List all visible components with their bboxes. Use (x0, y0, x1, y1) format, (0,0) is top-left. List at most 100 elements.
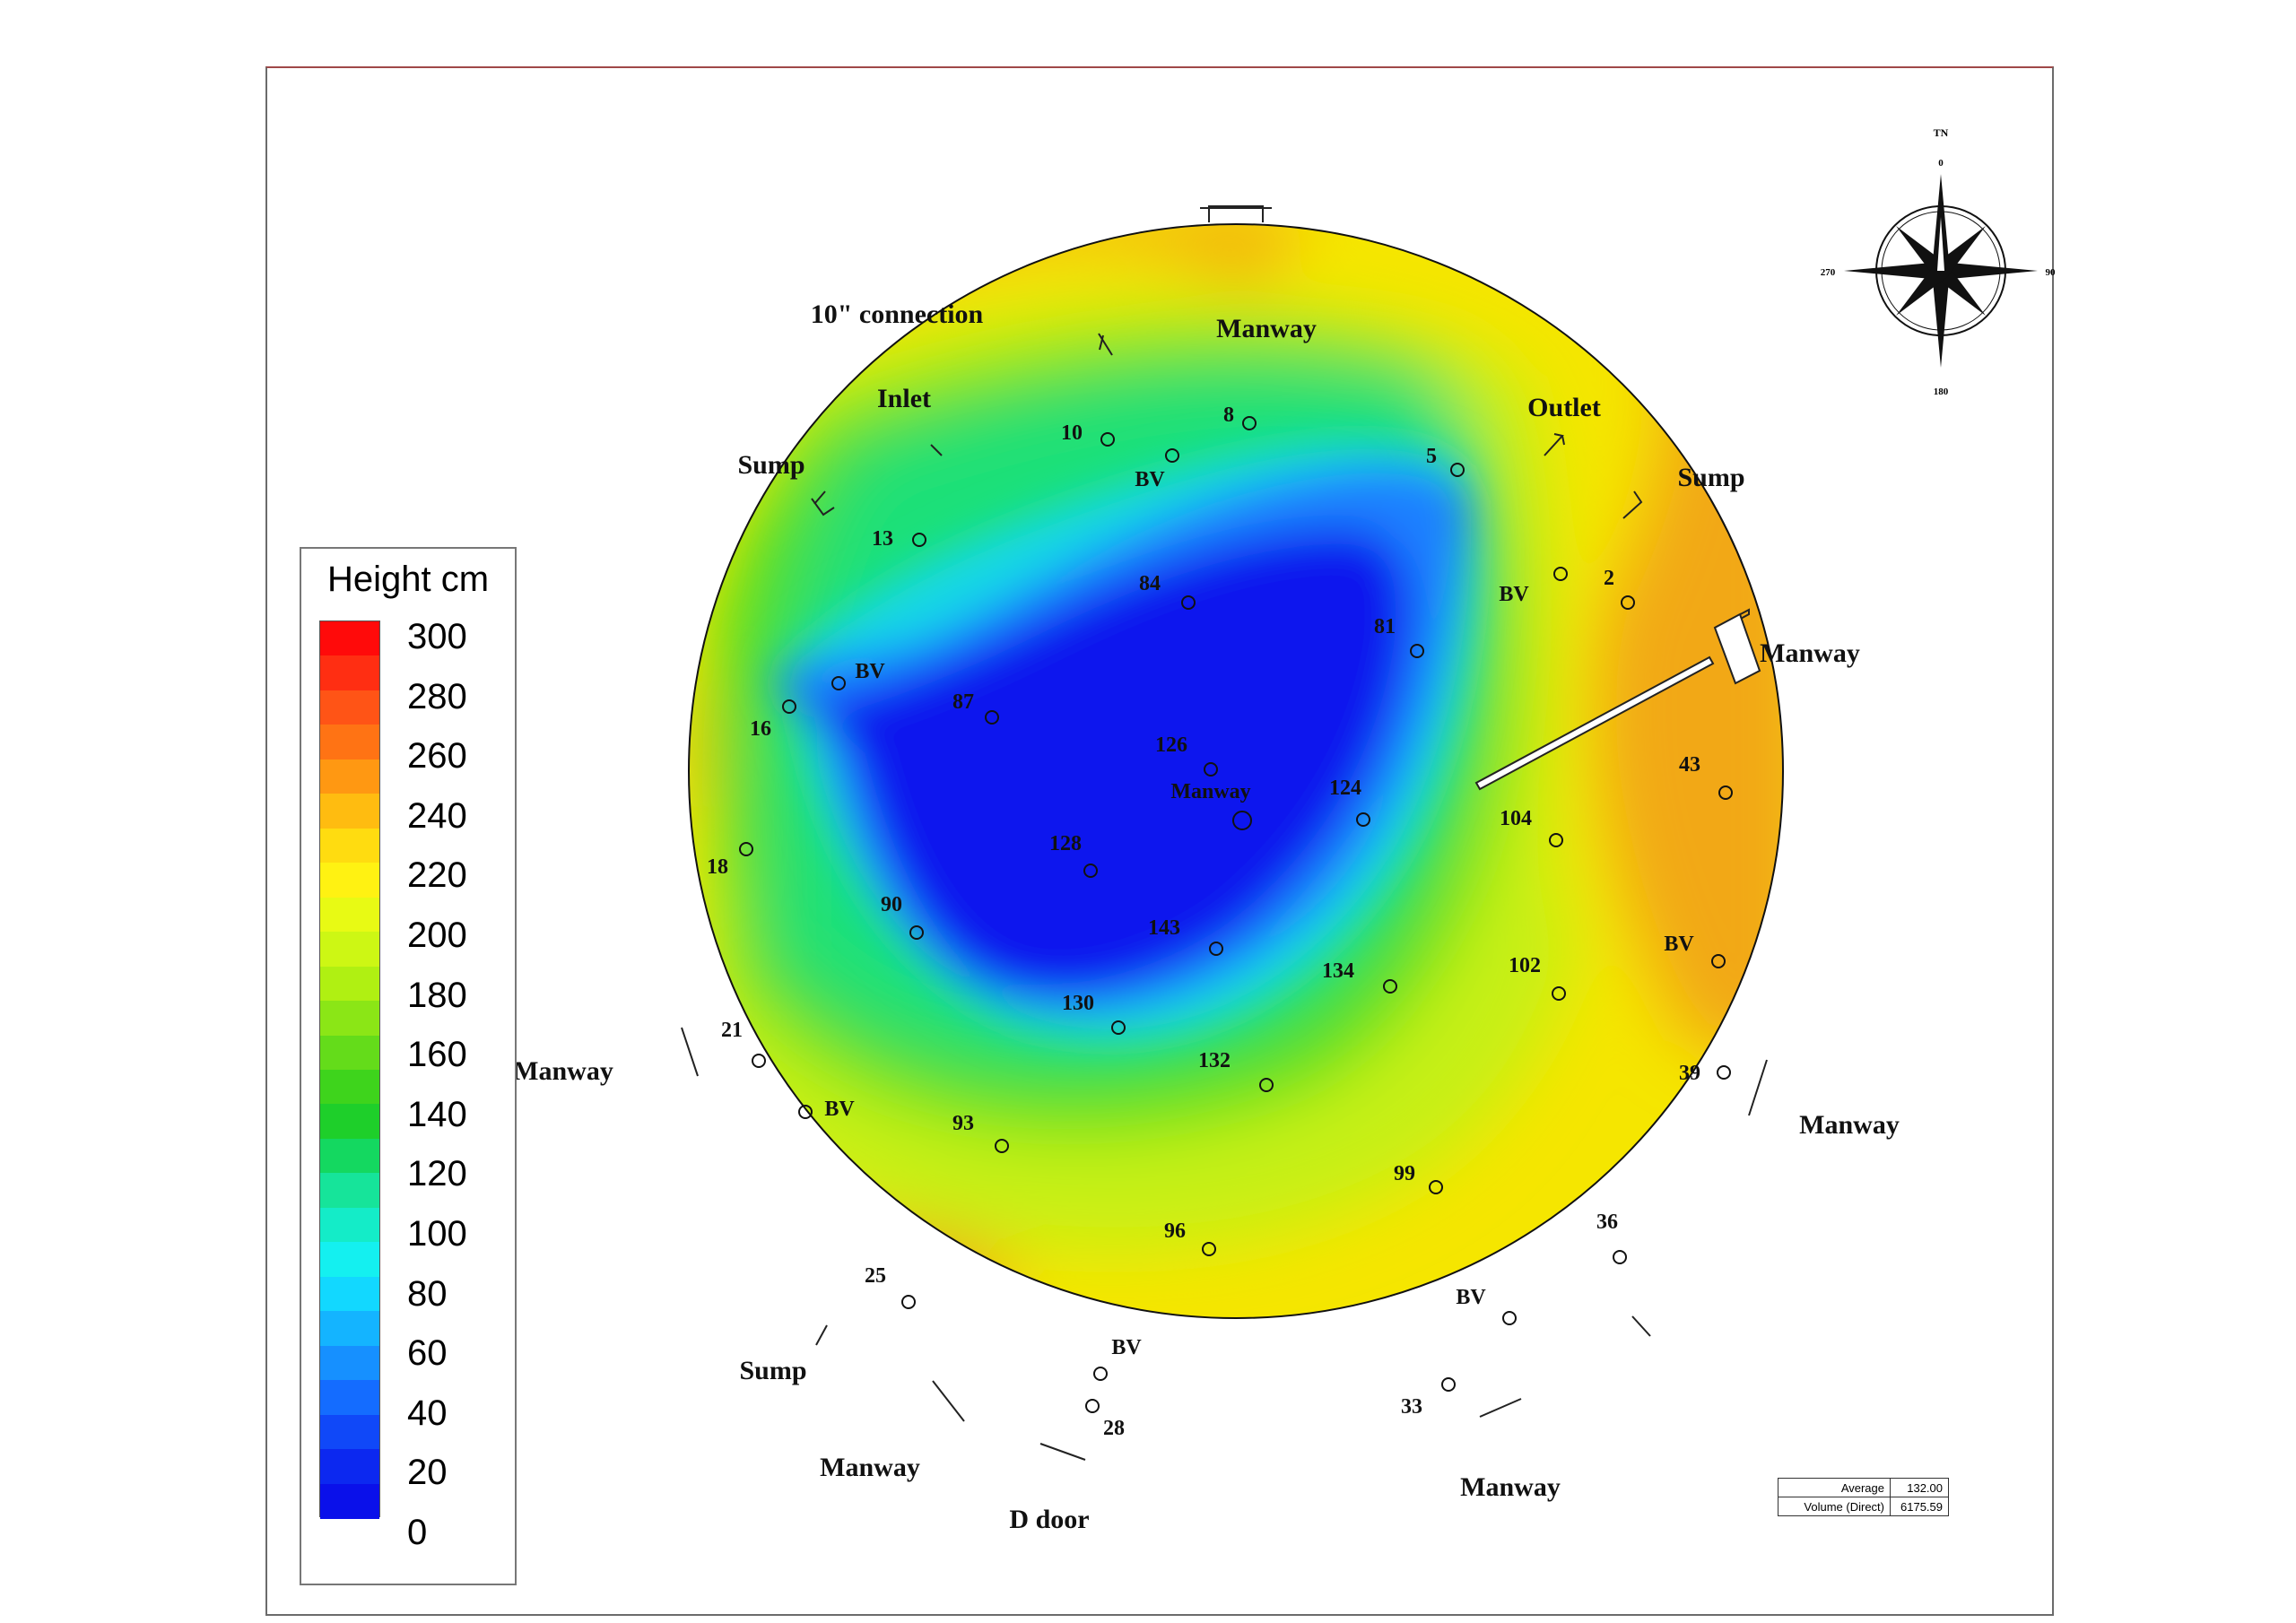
fitting-annotation: Manway (513, 1056, 613, 1086)
sample-point-marker (1181, 595, 1196, 610)
sample-point-marker (912, 533, 926, 547)
sample-point-label: 130 (1062, 992, 1094, 1015)
compass-label-0: 0 (1938, 158, 1944, 169)
sample-point-marker (909, 925, 924, 940)
stats-row: Average 132.00 (1778, 1478, 1949, 1497)
sample-point-label: 10 (1061, 421, 1083, 445)
legend-swatch (320, 690, 379, 726)
sample-point-marker (1613, 1250, 1627, 1264)
sample-point-marker (1232, 811, 1252, 830)
sample-point-marker (1085, 1399, 1100, 1413)
sample-markers (739, 416, 1733, 1413)
sample-point-label: 96 (1164, 1219, 1186, 1243)
legend-swatch (320, 1345, 379, 1382)
fitting-annotation: Sump (737, 450, 804, 480)
sample-point-marker (1502, 1311, 1517, 1325)
legend-swatch (320, 1035, 379, 1071)
fitting-annotation: Manway (820, 1453, 920, 1482)
legend-swatch (320, 863, 379, 898)
tank-fittings (681, 205, 1768, 1461)
legend-swatch (320, 1311, 379, 1347)
sample-point-label: 87 (952, 690, 974, 714)
sample-point-label: 134 (1322, 959, 1354, 983)
sample-point-label: 104 (1500, 807, 1532, 830)
sample-point-label: 128 (1049, 832, 1082, 855)
stats-row: Volume (Direct) 6175.59 (1778, 1497, 1949, 1516)
legend-tick-label: 20 (407, 1453, 448, 1493)
stats-table: Average 132.00 Volume (Direct) 6175.59 (1778, 1478, 1949, 1516)
sample-point-label: BV (1499, 583, 1529, 606)
legend-tick-label: 220 (407, 855, 467, 896)
stats-label: Average (1778, 1478, 1891, 1497)
compass-label-270: 270 (1821, 267, 1836, 278)
sample-point-marker (985, 710, 999, 725)
sample-point-label: 21 (721, 1019, 743, 1042)
sample-point-label: 8 (1223, 404, 1234, 427)
legend-swatch (320, 1001, 379, 1037)
legend-swatch (320, 1138, 379, 1175)
sample-point-marker (1356, 812, 1370, 827)
sample-point-label: 93 (952, 1112, 974, 1135)
fitting-annotation: Sump (739, 1356, 806, 1385)
sample-point-marker (1441, 1377, 1456, 1392)
legend-swatch (320, 1414, 379, 1451)
legend-swatch (320, 966, 379, 1002)
sample-point-label: 132 (1198, 1049, 1231, 1072)
sample-point-marker (1552, 986, 1566, 1001)
legend-tick-label: 280 (407, 676, 467, 716)
sample-point-marker (831, 676, 846, 690)
legend-swatch (320, 1070, 379, 1106)
sample-point-label: BV (824, 1098, 855, 1121)
stats-value: 6175.59 (1890, 1497, 1949, 1516)
sample-point-marker (1429, 1180, 1443, 1194)
color-legend: Height cm 300 280 260 240 220 200 180 160 140 120… (300, 547, 517, 1585)
sample-point-marker (1718, 785, 1733, 800)
sample-point-label: 102 (1509, 954, 1541, 977)
legend-swatch (320, 1449, 379, 1485)
legend-swatch (320, 655, 379, 691)
legend-swatch (320, 828, 379, 864)
legend-swatch (320, 1207, 379, 1244)
legend-tick-label: 40 (407, 1393, 448, 1433)
legend-tick-label: 160 (407, 1035, 467, 1075)
sample-point-label: 43 (1679, 753, 1700, 777)
sample-point-marker (1383, 979, 1397, 994)
sample-point-label: 99 (1394, 1162, 1415, 1185)
sample-point-label: 28 (1103, 1417, 1125, 1440)
legend-swatch (320, 759, 379, 795)
legend-tick-label: 300 (407, 617, 467, 656)
legend-swatch (320, 725, 379, 760)
sample-point-label: 126 (1155, 733, 1187, 757)
sample-point-marker (782, 699, 796, 714)
sample-point-label: 16 (750, 717, 771, 741)
legend-tick-label: 140 (407, 1094, 467, 1134)
sample-point-marker (739, 842, 753, 856)
legend-swatch (320, 897, 379, 933)
compass-label-180: 180 (1934, 386, 1949, 397)
legend-swatch (320, 1483, 379, 1519)
tank-outline (688, 223, 1784, 1319)
fitting-annotation: Sump (1677, 463, 1744, 492)
sample-point-marker (901, 1295, 916, 1309)
sample-point-label: BV (1456, 1286, 1486, 1309)
sample-point-marker (995, 1139, 1009, 1153)
sample-point-marker (1410, 644, 1424, 658)
sample-point-marker (1111, 1020, 1126, 1035)
plot-frame (265, 66, 2054, 1616)
legend-swatch (320, 794, 379, 829)
sample-point-marker (1450, 463, 1465, 477)
stats-value: 132.00 (1890, 1478, 1949, 1497)
legend-tick-label: 180 (407, 975, 467, 1015)
sample-point-label: 84 (1139, 572, 1161, 595)
fitting-annotation: Inlet (877, 384, 931, 413)
legend-tick-label: 0 (407, 1513, 428, 1552)
legend-tick-label: 100 (407, 1214, 467, 1254)
fitting-annotation: Manway (1216, 314, 1317, 343)
legend-swatch (320, 1276, 379, 1313)
sample-point-marker (1202, 1242, 1216, 1256)
contour-fill (689, 224, 1783, 1318)
sample-point-label: 13 (872, 527, 893, 551)
sample-point-label: BV (1111, 1336, 1142, 1359)
sample-point-marker (798, 1105, 813, 1119)
